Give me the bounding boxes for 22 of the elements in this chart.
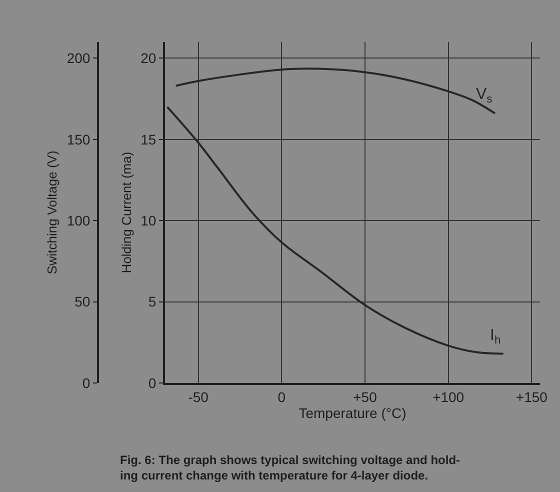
series-label: I$_{h}$ [490,327,501,346]
y-tick-label: 0 [148,374,156,391]
series-label: V$_{s}$ [476,86,493,106]
y-tick-label: 20 [140,50,156,66]
y-tick-label: 10 [140,212,156,229]
y-tick-label: 5 [148,294,156,310]
line-series [174,68,496,114]
y2-axis-title: Switching Voltage (V) [44,150,60,274]
x-tick-label: -50 [188,388,209,405]
x-tick-label: +50 [353,388,378,405]
x-axis-title: Temperature (°C) [298,404,406,421]
y2-tick-label: 150 [66,131,90,148]
y2-tick-label: 100 [66,212,90,229]
y2-tick-label: 0 [82,374,90,391]
y2-tick-label: 200 [66,50,90,66]
x-tick-label: +150 [516,388,548,405]
x-tick-label: 0 [278,388,286,405]
x-tick-label: +100 [432,388,464,405]
y2-tick-label: 50 [74,294,90,310]
y-tick-label: 15 [140,131,156,148]
caption: Fig. 6: The graph shows typical switching voltage and hold- ing current change with temperature for 4-layer diode. [120,453,460,483]
y-axis-title: Holding Current (ma) [119,152,134,274]
